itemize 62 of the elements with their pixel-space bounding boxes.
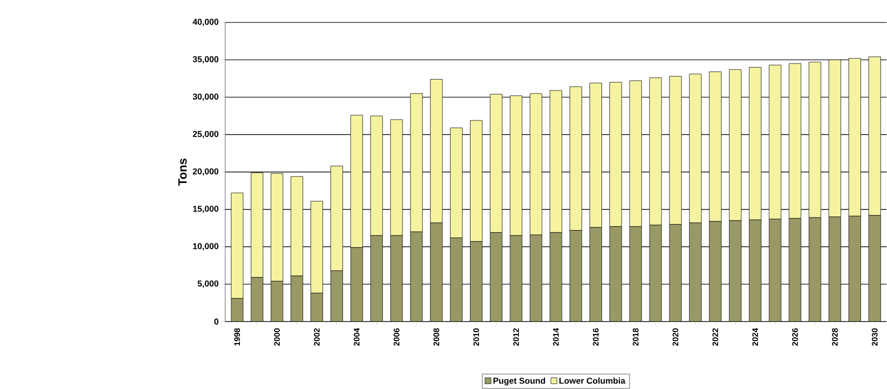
bar [590, 227, 602, 322]
x-tick-label: 2004 [354, 328, 360, 346]
x-tick-label: 2016 [592, 328, 599, 346]
bar [250, 277, 264, 322]
bar [709, 221, 722, 322]
y-tick-label: 5,000 [198, 280, 218, 288]
x-tick-label: 2008 [433, 328, 440, 346]
bar [808, 217, 822, 322]
bar [390, 235, 403, 322]
bar [550, 232, 562, 322]
bar [530, 234, 542, 322]
y-tick-label: 10,000 [193, 243, 218, 250]
y-axis-title: Tons [178, 158, 187, 186]
x-tick-label: 2012 [513, 328, 519, 346]
x-tick-label: 2020 [672, 328, 678, 346]
y-tick-label: 0 [214, 318, 218, 325]
bar [310, 292, 324, 322]
y-tick-label: 30,000 [192, 94, 218, 101]
x-tick-label: 2028 [832, 328, 838, 346]
bar [570, 230, 582, 322]
bar [669, 224, 682, 322]
legend-label: Lower Columbia [559, 378, 626, 384]
bar [410, 232, 423, 322]
bar [350, 247, 363, 322]
x-tick-label: 2000 [274, 328, 280, 346]
bar [609, 226, 622, 322]
y-tick-label: 20,000 [192, 168, 218, 176]
x-tick-label: 2024 [752, 328, 758, 346]
bar [629, 226, 642, 322]
y-tick-label: 25,000 [192, 131, 218, 138]
bar [330, 270, 343, 322]
bar [868, 215, 881, 322]
x-tick-label: 2014 [553, 328, 559, 346]
bar [649, 224, 662, 322]
bar [370, 235, 383, 322]
bar [768, 218, 782, 322]
x-tick-label: 2002 [314, 328, 320, 346]
bar [689, 222, 702, 322]
bar [430, 222, 443, 322]
x-tick-label: 2026 [792, 328, 798, 346]
y-tick-label: 35,000 [192, 56, 218, 64]
bar [230, 298, 244, 322]
y-tick-label: 40,000 [192, 18, 218, 26]
x-tick-label: 2010 [473, 328, 480, 346]
y-tick-label: 15,000 [193, 206, 218, 214]
bar [510, 235, 522, 322]
x-tick-label: 1998 [234, 328, 240, 346]
bar [748, 220, 762, 322]
x-tick-label: 2018 [632, 328, 638, 346]
bar [270, 281, 284, 322]
x-tick-label: 2006 [394, 328, 400, 346]
bar [788, 218, 802, 322]
legend-label: Puget Sound [493, 378, 546, 386]
bar [290, 276, 304, 322]
bar [828, 216, 842, 322]
bar [729, 220, 742, 322]
x-tick-label: 2030 [872, 328, 878, 346]
bar [848, 216, 861, 322]
bar [470, 241, 482, 322]
bar [490, 232, 502, 322]
x-tick-label: 2022 [712, 328, 718, 346]
bar [450, 238, 462, 322]
